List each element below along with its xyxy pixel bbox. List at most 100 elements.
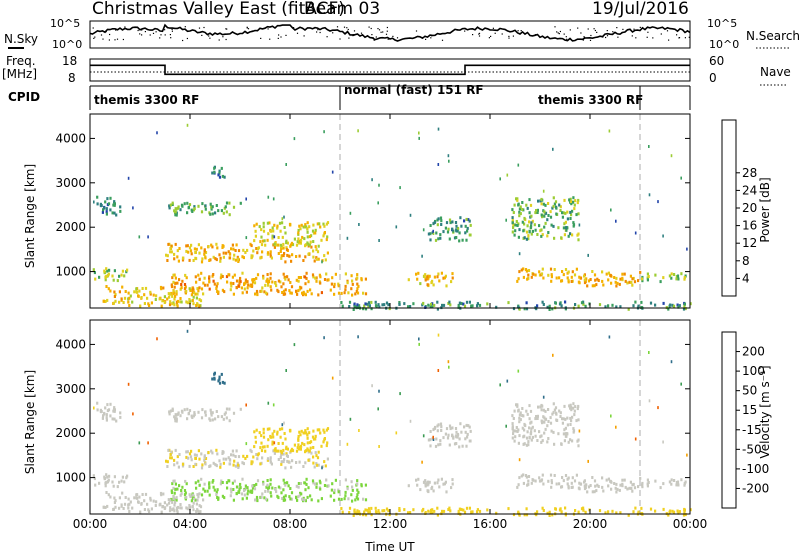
velocity-cell <box>264 449 267 453</box>
velocity-cell <box>637 510 640 514</box>
power-cell <box>183 287 187 291</box>
velocity-cell <box>567 476 570 480</box>
power-cell <box>517 222 520 226</box>
velocity-ylabel: Slant Range [km] <box>23 370 37 474</box>
power-cell <box>204 207 207 211</box>
velocity-cell <box>193 453 196 457</box>
power-cell <box>323 130 325 134</box>
velocity-cell <box>683 483 686 487</box>
power-cell <box>530 214 533 218</box>
velocity-cell <box>624 485 627 489</box>
power-cell <box>311 273 315 277</box>
velocity-cell <box>179 503 182 506</box>
power-cell <box>284 277 287 281</box>
velocity-cell <box>358 510 361 514</box>
power-cell <box>573 273 577 277</box>
velocity-cell <box>271 442 274 446</box>
power-cell <box>169 292 172 296</box>
power-cell <box>255 222 258 226</box>
power-cell <box>547 273 550 277</box>
velocity-cell <box>282 460 285 464</box>
nsearch-point <box>582 39 584 41</box>
velocity-cell <box>285 447 288 451</box>
nsearch-point <box>501 33 503 35</box>
power-cell <box>306 221 309 225</box>
power-cell <box>534 273 537 277</box>
power-cell <box>528 211 531 215</box>
velocity-cell <box>323 336 325 340</box>
velocity-cell <box>295 461 298 464</box>
power-cell <box>193 247 196 251</box>
velocity-cell <box>310 440 313 444</box>
velocity-cell <box>195 502 198 506</box>
power-cell <box>309 288 312 292</box>
power-cell <box>357 129 359 133</box>
power-cell <box>190 243 193 247</box>
velocity-cell <box>539 435 542 439</box>
power-cell <box>574 303 577 306</box>
power-cell <box>186 123 189 127</box>
power-cell <box>341 304 344 308</box>
velocity-cell <box>560 485 563 489</box>
power-cell <box>186 244 189 248</box>
nsearch-point <box>534 34 536 36</box>
velocity-cell <box>594 484 597 488</box>
velocity-cell <box>323 437 326 440</box>
velocity-cell <box>659 486 662 490</box>
power-cell <box>437 163 440 166</box>
velocity-cell <box>161 505 164 509</box>
power-cell <box>290 291 293 295</box>
power-cell <box>290 285 294 289</box>
power-cell <box>297 228 300 232</box>
velocity-cell <box>318 428 321 432</box>
power-cell <box>310 245 313 249</box>
velocity-cell <box>234 464 237 468</box>
power-cell <box>241 291 244 295</box>
power-cell <box>530 224 533 228</box>
power-cell <box>554 301 557 305</box>
power-cell <box>222 251 225 255</box>
power-cell <box>150 301 153 305</box>
y-tick-label: 1000 <box>55 471 86 485</box>
power-cell <box>295 255 298 258</box>
power-cell <box>540 213 543 217</box>
power-cell <box>523 216 526 220</box>
power-cell <box>523 222 526 226</box>
power-cell <box>174 210 177 214</box>
power-cell <box>260 228 263 232</box>
power-cell <box>156 131 158 135</box>
velocity-cell <box>585 483 588 487</box>
power-cell <box>566 226 569 230</box>
velocity-cell <box>218 375 221 379</box>
velocity-cell <box>522 414 525 418</box>
velocity-cell <box>308 449 311 453</box>
velocity-cell <box>451 482 454 486</box>
power-cell <box>662 276 665 280</box>
velocity-cell <box>370 513 373 517</box>
velocity-cell <box>355 496 358 499</box>
power-cell <box>179 208 182 212</box>
velocity-cell <box>211 451 214 455</box>
velocity-cell <box>284 483 287 487</box>
nsearch-point <box>170 37 172 39</box>
velocity-cell <box>341 510 344 514</box>
velocity-cell <box>680 382 682 386</box>
power-cell <box>288 289 291 293</box>
power-cell <box>188 301 191 305</box>
power-cell <box>263 239 266 243</box>
power-cell <box>176 304 179 308</box>
power-cell <box>181 256 185 260</box>
velocity-cell <box>530 438 533 442</box>
velocity-cell <box>457 511 460 515</box>
power-cell <box>96 195 99 199</box>
nsearch-point <box>594 29 596 32</box>
velocity-cell <box>160 510 163 514</box>
nsearch-point <box>602 36 604 38</box>
nsearch-point <box>296 32 299 34</box>
velocity-cell <box>538 479 542 483</box>
power-cell <box>105 212 108 216</box>
velocity-cell <box>362 497 365 501</box>
nsky-tick-top: 10^5 <box>50 17 80 30</box>
power-cell <box>562 273 565 277</box>
power-cell <box>287 278 290 282</box>
